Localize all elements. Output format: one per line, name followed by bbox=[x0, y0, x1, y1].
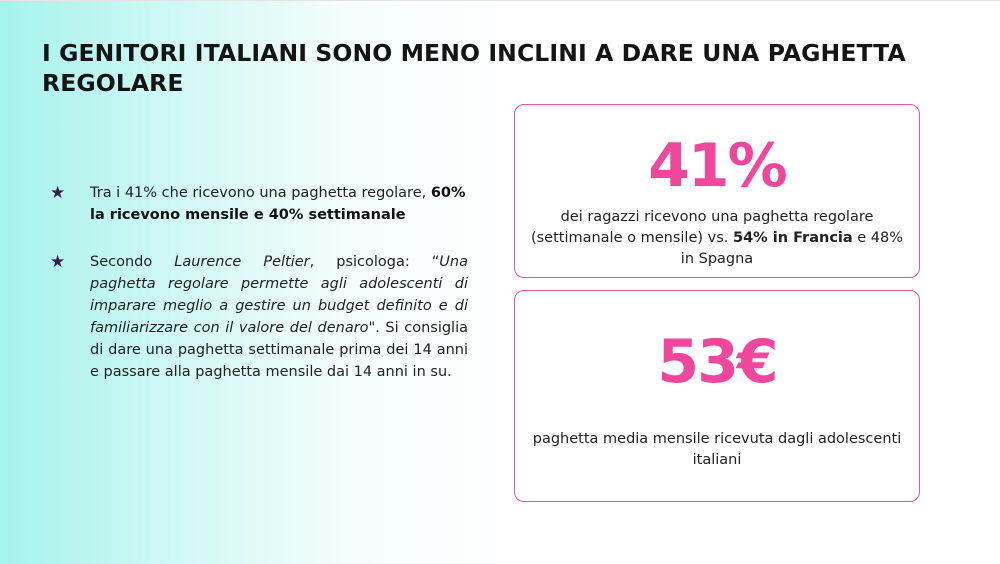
bullet-highlight: 60% la ricevono mensile e 40% settimanal… bbox=[90, 185, 466, 223]
stat-card-regular-allowance: 41% dei ragazzi ricevono una paghetta re… bbox=[514, 104, 920, 278]
bullet-text-part: Secondo bbox=[90, 254, 175, 270]
stat-description-part: dei ragazzi ricevono una paghetta regola… bbox=[530, 209, 874, 246]
stat-value: 41% bbox=[648, 131, 788, 201]
page-title: I GENITORI ITALIANI SONO MENO INCLINI A … bbox=[42, 39, 906, 97]
bullet-text-part: , psicologa: “ bbox=[309, 254, 440, 270]
stat-description: paghetta media mensile ricevuta dagli ad… bbox=[532, 431, 902, 468]
stat-description: dei ragazzi ricevono una paghetta regola… bbox=[529, 207, 905, 270]
bullet-text-part: . Si consiglia di dare una paghetta sett… bbox=[90, 320, 469, 380]
stat-highlight: 54% in Francia bbox=[732, 230, 853, 246]
quote-text: Una paghetta regolare permette agli adol… bbox=[90, 254, 468, 336]
quote-author: Laurence Peltier bbox=[174, 254, 310, 270]
stat-description-part: e 48% in Spagna bbox=[680, 230, 904, 267]
stat-value: 53€ bbox=[657, 327, 778, 397]
top-divider bbox=[0, 0, 1000, 1]
bullet-text-part: Tra i 41% che ricevono una paghetta rego… bbox=[90, 185, 431, 201]
stat-card-average-allowance: 53€ paghetta media mensile ricevuta dagl… bbox=[514, 290, 920, 502]
bullet-item-allowance-frequency: ★ Tra i 41% che ricevono una paghetta re… bbox=[48, 182, 468, 226]
bullet-item-psychologist-quote: ★ Secondo Laurence Peltier, psicologa: “… bbox=[48, 251, 468, 383]
star-icon: ★ bbox=[50, 183, 66, 203]
bullet-text: Secondo Laurence Peltier, psicologa: “Un… bbox=[90, 251, 468, 383]
bullet-list: ★ Tra i 41% che ricevono una paghetta re… bbox=[48, 182, 468, 408]
bullet-text: Tra i 41% che ricevono una paghetta rego… bbox=[90, 182, 468, 226]
star-icon: ★ bbox=[50, 252, 66, 272]
